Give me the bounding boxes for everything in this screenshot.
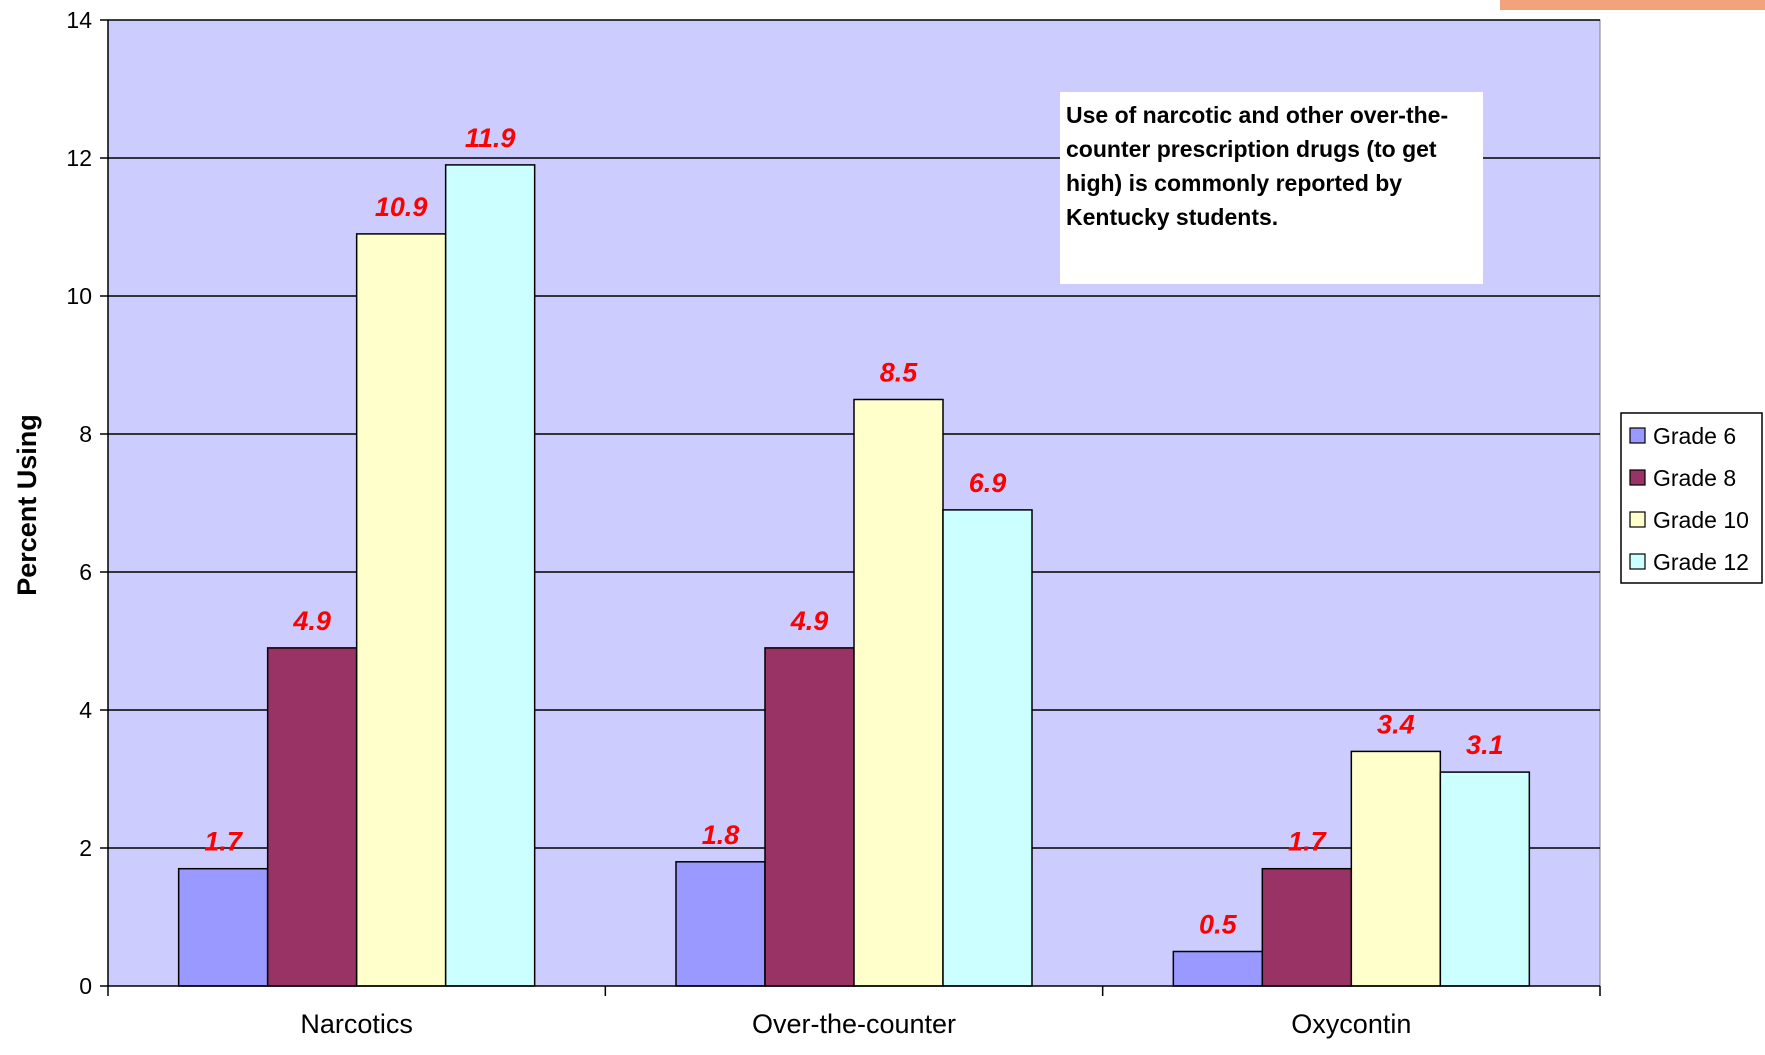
legend: Grade 6 Grade 8 Grade 10 Grade 12 xyxy=(1620,412,1763,584)
y-tick-label-14: 14 xyxy=(66,7,92,33)
data-label-0-3: 11.9 xyxy=(465,123,516,153)
bar-2-0 xyxy=(1172,950,1264,987)
y-tick-label-4: 4 xyxy=(79,697,92,723)
bar-0-0 xyxy=(177,867,269,987)
axes: 0 2 4 6 8 10 12 14 Narcotics Over-the-counter Oxyc… xyxy=(66,7,1601,1039)
x-tick-label-0: Narcotics xyxy=(300,1009,413,1039)
legend-label-3: Grade 12 xyxy=(1653,549,1749,575)
y-tick-label-6: 6 xyxy=(79,559,92,585)
bar-2-1 xyxy=(1261,867,1353,987)
legend-label-1: Grade 8 xyxy=(1653,465,1736,491)
y-axis-title: Percent Using xyxy=(12,414,42,596)
y-tick-label-0: 0 xyxy=(79,973,92,999)
bar-1-1 xyxy=(764,647,855,987)
bar-0-2 xyxy=(355,233,447,987)
data-label-0-2: 10.9 xyxy=(375,192,428,222)
data-label-2-0: 0.5 xyxy=(1199,910,1238,940)
legend-label-0: Grade 6 xyxy=(1653,423,1736,449)
data-label-2-2: 3.4 xyxy=(1377,709,1415,739)
y-tick-label-8: 8 xyxy=(79,421,92,447)
data-label-2-3: 3.1 xyxy=(1466,730,1504,760)
bar-0-1 xyxy=(266,647,358,987)
bars xyxy=(177,164,1531,987)
legend-swatch-3 xyxy=(1629,553,1646,570)
bar-0-3 xyxy=(444,164,536,987)
y-tick-label-12: 12 xyxy=(66,145,92,171)
x-tick-label-2: Oxycontin xyxy=(1291,1009,1411,1039)
bar-1-0 xyxy=(675,861,766,987)
data-label-1-0: 1.8 xyxy=(702,820,740,850)
bar-2-3 xyxy=(1439,771,1531,987)
data-label-1-2: 8.5 xyxy=(880,358,919,388)
corner-accent-bar xyxy=(1500,0,1765,10)
data-label-2-1: 1.7 xyxy=(1288,827,1328,857)
annotation-box: Use of narcotic and other over-the-count… xyxy=(1060,92,1483,284)
x-tick-label-1: Over-the-counter xyxy=(752,1009,956,1039)
legend-swatch-0 xyxy=(1629,427,1646,444)
bar-1-2 xyxy=(853,398,944,987)
data-labels: 1.7 4.9 10.9 11.9 1.8 4.9 8.5 6.9 0.5 1.7 3.4 3.1 xyxy=(204,123,1503,940)
legend-label-2: Grade 10 xyxy=(1653,507,1749,533)
data-label-0-0: 1.7 xyxy=(204,827,244,857)
y-tick-label-2: 2 xyxy=(79,835,92,861)
y-tick-label-10: 10 xyxy=(66,283,92,309)
legend-swatch-1 xyxy=(1629,469,1646,486)
data-label-1-3: 6.9 xyxy=(969,468,1007,498)
data-label-0-1: 4.9 xyxy=(292,606,331,636)
annotation-text: Use of narcotic and other over-the-count… xyxy=(1066,102,1449,230)
bar-2-2 xyxy=(1350,750,1442,987)
bar-1-3 xyxy=(942,509,1033,987)
data-label-1-1: 4.9 xyxy=(790,606,829,636)
legend-swatch-2 xyxy=(1629,511,1646,528)
